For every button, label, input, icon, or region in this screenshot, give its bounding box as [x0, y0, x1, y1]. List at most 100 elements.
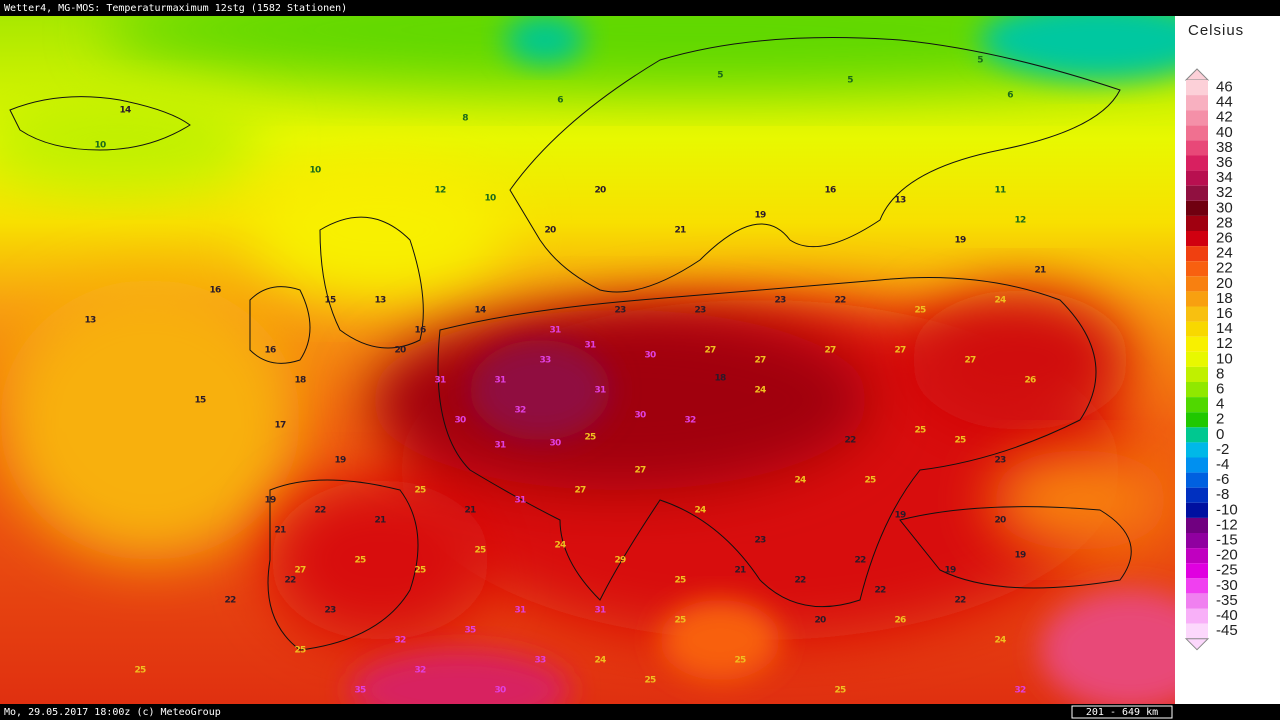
station-value: 22: [875, 586, 886, 596]
station-value: 21: [675, 226, 686, 236]
station-value: 16: [825, 186, 836, 196]
station-value: 27: [825, 346, 836, 356]
legend-swatch: [1186, 382, 1208, 398]
legend-label: 12: [1216, 335, 1233, 352]
station-value: 19: [1015, 551, 1026, 561]
station-value: 25: [955, 436, 966, 446]
station-value: 23: [615, 306, 626, 316]
station-value: 6: [1007, 91, 1013, 101]
station-value: 27: [965, 356, 976, 366]
legend-label: -2: [1216, 441, 1229, 458]
station-value: 31: [550, 326, 561, 336]
station-value: 22: [285, 576, 296, 586]
legend-swatch: [1186, 412, 1208, 428]
legend-swatch: [1186, 442, 1208, 458]
station-value: 31: [595, 386, 606, 396]
station-value: 22: [845, 436, 856, 446]
station-value: 26: [1025, 376, 1036, 386]
legend-swatch: [1186, 533, 1208, 549]
legend-label: -25: [1216, 562, 1238, 579]
legend-swatch: [1186, 487, 1208, 503]
station-value: 23: [695, 306, 706, 316]
legend-swatch: [1186, 593, 1208, 609]
station-value: 22: [955, 596, 966, 606]
station-value: 19: [335, 456, 346, 466]
legend-label: 4: [1216, 396, 1224, 413]
legend-swatch: [1186, 140, 1208, 156]
station-value: 30: [635, 411, 646, 421]
legend-label: 38: [1216, 139, 1233, 156]
legend-label: -12: [1216, 516, 1238, 533]
station-value: 18: [295, 376, 306, 386]
station-value: 21: [465, 506, 476, 516]
station-value: 31: [515, 496, 526, 506]
legend-swatch: [1186, 246, 1208, 262]
station-value: 27: [575, 486, 586, 496]
station-value: 20: [595, 186, 606, 196]
station-value: 32: [415, 666, 426, 676]
legend-label: -15: [1216, 532, 1238, 549]
legend-label: 42: [1216, 109, 1233, 126]
legend-label: -30: [1216, 577, 1238, 594]
station-value: 8: [462, 114, 468, 124]
station-value: 13: [85, 316, 96, 326]
legend-label: 28: [1216, 214, 1233, 231]
station-value: 27: [295, 566, 306, 576]
legend-swatch: [1186, 578, 1208, 594]
station-value: 25: [135, 666, 146, 676]
station-value: 31: [515, 606, 526, 616]
station-value: 25: [415, 566, 426, 576]
station-value: 21: [735, 566, 746, 576]
legend-swatch: [1186, 517, 1208, 533]
station-value: 26: [895, 616, 906, 626]
station-value: 24: [995, 296, 1006, 306]
station-value: 24: [555, 541, 566, 551]
legend-label: -45: [1216, 622, 1238, 639]
legend-label: 46: [1216, 79, 1233, 96]
station-value: 29: [615, 556, 626, 566]
station-value: 27: [755, 356, 766, 366]
station-value: 33: [535, 656, 546, 666]
legend-swatch: [1186, 80, 1208, 96]
station-value: 32: [1015, 686, 1026, 696]
station-value: 15: [195, 396, 206, 406]
station-value: 19: [265, 496, 276, 506]
station-value: 15: [325, 296, 336, 306]
station-value: 12: [435, 186, 446, 196]
legend-swatch: [1186, 457, 1208, 473]
station-value: 11: [995, 186, 1006, 196]
station-value: 23: [325, 606, 336, 616]
station-value: 23: [755, 536, 766, 546]
station-value: 23: [995, 456, 1006, 466]
station-value: 30: [455, 416, 466, 426]
legend-label: -10: [1216, 501, 1238, 518]
station-value: 17: [275, 421, 286, 431]
station-value: 31: [595, 606, 606, 616]
station-value: 25: [675, 616, 686, 626]
legend-swatch: [1186, 351, 1208, 367]
legend-label: 10: [1216, 350, 1233, 367]
station-value: 25: [865, 476, 876, 486]
legend-label: 44: [1216, 94, 1233, 111]
legend-label: -40: [1216, 607, 1238, 624]
station-value: 22: [225, 596, 236, 606]
legend-swatch: [1186, 95, 1208, 111]
station-value: 31: [435, 376, 446, 386]
station-value: 22: [315, 506, 326, 516]
legend-swatch: [1186, 608, 1208, 624]
station-value: 30: [645, 351, 656, 361]
station-value: 13: [375, 296, 386, 306]
station-value: 5: [717, 71, 723, 81]
station-value: 19: [755, 211, 766, 221]
station-value: 25: [475, 546, 486, 556]
station-value: 33: [540, 356, 551, 366]
header-title: Wetter4, MG-MOS: Temperaturmaximum 12stg…: [4, 3, 347, 14]
station-value: 25: [295, 646, 306, 656]
legend-label: 34: [1216, 169, 1233, 186]
legend-swatch: [1186, 261, 1208, 277]
station-value: 31: [585, 341, 596, 351]
station-value: 32: [685, 416, 696, 426]
station-value: 16: [265, 346, 276, 356]
legend-swatch: [1186, 291, 1208, 307]
